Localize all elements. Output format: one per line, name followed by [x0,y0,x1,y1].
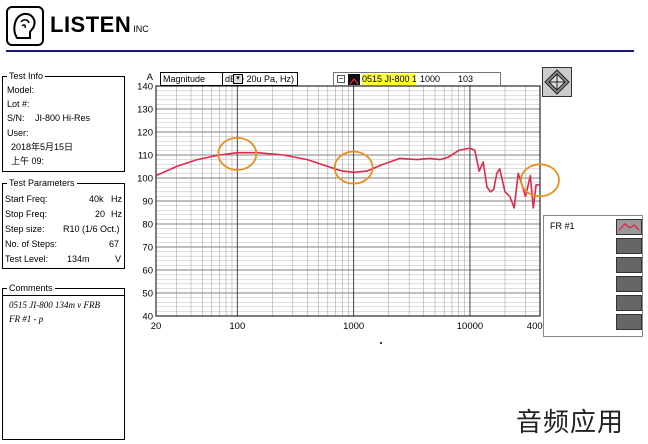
test-time: 上午 09: [11,156,45,166]
comments-panel[interactable]: Comments 0515 JI-800 134m v FRB FR #1 - … [2,282,125,440]
y-tick-label: 110 [138,151,153,162]
comments-title: Comments [7,282,55,294]
y-tick-label: 140 [137,82,153,93]
legend-slot-6[interactable] [616,314,642,330]
legend-slot-2[interactable] [616,238,642,254]
plot-area-frame [155,85,541,317]
brand-name: LISTEN INC [50,12,149,38]
watermark-text: 音频应用 [516,408,625,438]
test-level-unit: V [115,254,122,264]
legend-slot-3[interactable] [616,257,642,273]
comment-line-2: FR #1 - p [9,314,44,324]
header-divider [6,50,634,52]
center-dot [380,342,382,344]
stop-freq-label: Stop Freq: [5,209,48,219]
legend-slot-4[interactable] [616,276,642,292]
trace-value-2: 103 [458,74,474,84]
step-size-value: R10 (1/6 Oct.) [63,224,120,234]
x-tick-label: 20 [151,321,162,332]
test-info-title: Test Info [7,70,46,82]
y-tick-label: 60 [142,266,153,277]
stop-freq-value: 20 [95,209,106,219]
y-tick-label: 120 [137,128,153,139]
annotation-circle [520,163,560,198]
annotation-circles [217,136,560,198]
trace-color-swatch-icon[interactable] [348,74,360,85]
trace-name-field[interactable]: 0515 JI-800 1 [362,74,416,85]
y-tick-labels: 40 50 60 70 80 90 100 110 120 130 140 [137,82,153,323]
num-steps-label: No. of Steps: [5,239,58,249]
annotation-circle [217,136,258,171]
x-tick-label: 10000 [457,321,483,332]
legend-label-fr1: FR #1 [550,221,575,231]
sn-value: JI-800 Hi-Res [35,113,91,123]
lot-label: Lot #: [7,99,30,109]
fr-trace-line [155,147,540,209]
sn-label: S/N: [7,113,25,123]
listen-logo-icon [6,6,44,46]
y-tick-label: 130 [137,105,153,116]
y-tick-label: 50 [142,289,153,300]
test-params-panel: Test Parameters Start Freq: 40k Hz Stop … [2,177,125,269]
comment-line-1: 0515 JI-800 134m v FRB [9,300,100,310]
stop-freq-unit: Hz [111,209,122,219]
pan-navigate-icon[interactable] [542,67,572,97]
step-size-label: Step size: [5,224,45,234]
magnitude-select[interactable]: Magnitude [160,72,230,86]
test-info-panel: Test Info Model: Lot #: S/N: JI-800 Hi-R… [2,70,125,172]
test-level-value: 134m [67,254,90,264]
start-freq-unit: Hz [111,194,122,204]
start-freq-label: Start Freq: [5,194,48,204]
x-tick-label: 100 [229,321,245,332]
test-date: 2018年5月15日 [11,142,74,152]
brand-label: LISTEN [50,12,132,37]
test-params-title: Test Parameters [7,177,77,189]
x-tick-labels: 20 100 1000 10000 40000 [151,321,554,332]
chart-grid [155,85,541,317]
trace-value-1: 1000 [420,74,441,84]
legend-panel: FR #1 [543,215,643,337]
x-tick-label: 40000 [527,321,553,332]
y-tick-label: 100 [137,174,153,185]
trace-collapse-icon[interactable]: − [337,74,345,83]
brand-suffix: INC [133,24,149,34]
y-axis-letter: A [147,72,154,83]
y-tick-label: 40 [142,312,153,323]
model-label: Model: [7,85,35,95]
user-label: User: [7,128,29,138]
legend-slot-5[interactable] [616,295,642,311]
y-tick-label: 90 [142,197,153,208]
annotation-circle [333,150,374,185]
comments-divider [3,295,124,296]
start-freq-value: 40k [89,194,104,204]
legend-swatch-fr1[interactable] [616,219,642,235]
chevron-down-icon[interactable]: ▾ [233,74,243,84]
x-tick-label: 1000 [343,321,364,332]
y-tick-label: 70 [142,243,153,254]
test-level-label: Test Level: [5,254,49,264]
y-tick-label: 80 [142,220,153,231]
num-steps-value: 67 [109,239,120,249]
